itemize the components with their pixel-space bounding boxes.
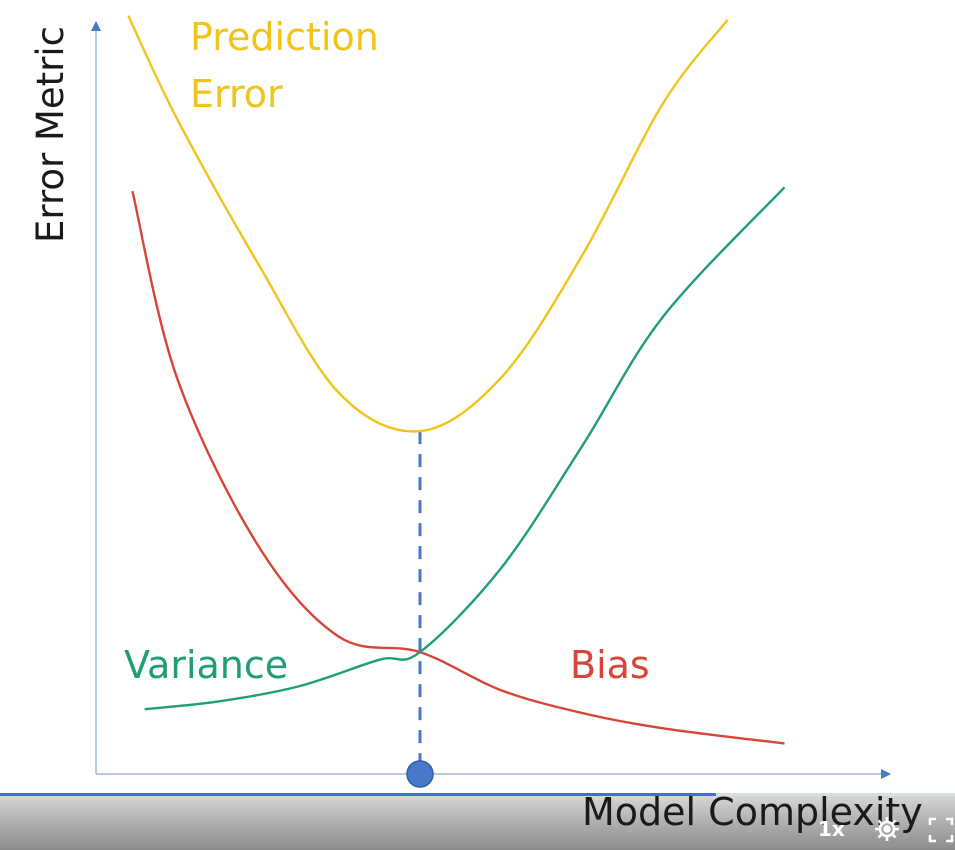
video-progress-fill [0, 793, 717, 796]
video-player-controls-bar [0, 793, 955, 850]
series-line-variance [144, 186, 786, 711]
series-line-prediction-error [127, 15, 729, 433]
series-label-prediction-error: Prediction [190, 15, 379, 59]
series-label-variance: Variance [124, 643, 288, 687]
settings-button[interactable] [872, 814, 902, 844]
fullscreen-button[interactable] [928, 816, 954, 844]
series-line-bias [131, 190, 785, 745]
fullscreen-icon [928, 817, 954, 843]
series-label-prediction-error-line2: Error [190, 72, 283, 116]
y-axis-title: Error Metric [29, 26, 72, 243]
playback-speed-button[interactable]: 1x [818, 817, 845, 841]
optimum-complexity-point [406, 760, 434, 788]
series-label-bias: Bias [570, 643, 650, 687]
video-progress-bar[interactable] [0, 793, 955, 796]
gear-icon [875, 817, 899, 841]
x-axis-title: Model Complexity [582, 790, 923, 834]
